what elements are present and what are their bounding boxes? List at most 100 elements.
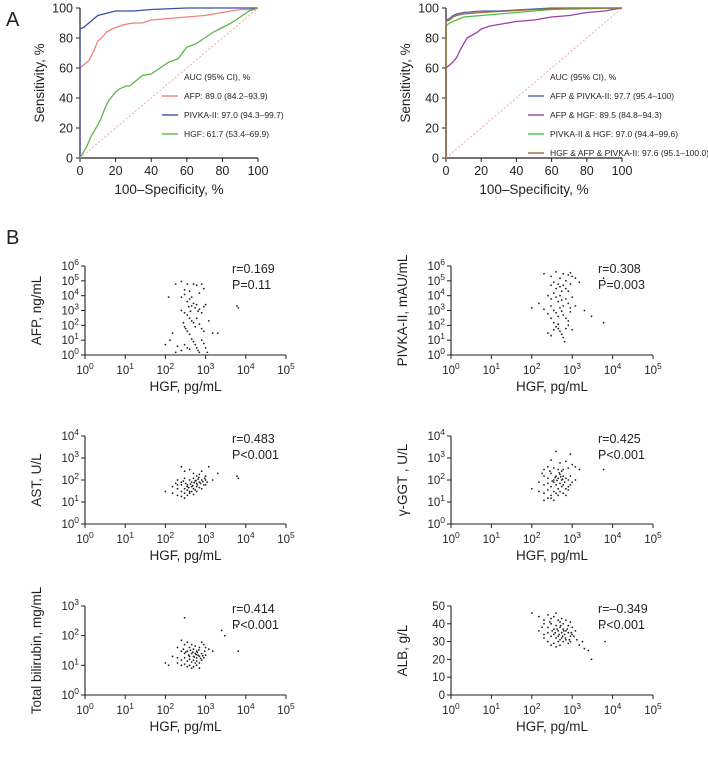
data-point — [565, 317, 567, 320]
data-point — [188, 479, 191, 481]
data-point — [602, 277, 605, 280]
data-point — [184, 327, 187, 330]
data-point — [198, 486, 201, 489]
data-point — [180, 490, 183, 493]
data-point — [565, 487, 567, 490]
data-point — [552, 309, 555, 312]
x-axis-label: HGF, pg/mL — [149, 719, 222, 734]
data-point — [171, 492, 174, 495]
data-point — [555, 484, 557, 486]
y-axis-label: γ-GGT , U/L — [395, 443, 410, 516]
data-point — [186, 665, 189, 668]
data-point — [574, 630, 577, 632]
data-point — [547, 631, 549, 634]
data-point — [569, 621, 572, 623]
x-tick-label: 80 — [215, 164, 229, 178]
data-point — [567, 302, 570, 305]
data-point — [200, 339, 203, 342]
data-point — [237, 477, 240, 480]
x-tick-label: 101 — [483, 361, 501, 377]
data-point — [182, 480, 185, 482]
x-tick-label: 104 — [237, 361, 255, 377]
data-point — [552, 321, 555, 324]
data-point — [199, 482, 202, 485]
data-point — [223, 634, 226, 637]
data-point — [562, 640, 565, 643]
data-point — [565, 638, 567, 641]
data-point — [188, 317, 191, 320]
data-point — [565, 327, 567, 330]
data-point — [207, 648, 210, 651]
data-point — [570, 631, 573, 634]
y-tick-label: 104 — [61, 287, 79, 303]
data-point — [206, 351, 209, 354]
data-point — [567, 624, 570, 627]
data-point — [186, 494, 189, 497]
data-point — [194, 325, 197, 328]
data-point — [552, 481, 555, 483]
y-tick-label: 106 — [427, 257, 445, 273]
data-point — [557, 477, 560, 480]
data-point — [174, 283, 177, 285]
data-point — [557, 635, 560, 638]
data-point — [201, 654, 204, 657]
y-tick-label: 100 — [61, 515, 79, 531]
x-tick-label: 100 — [76, 701, 94, 717]
data-point — [569, 307, 572, 309]
y-tick-label: 60 — [59, 62, 73, 76]
data-point — [560, 310, 563, 313]
data-point — [189, 310, 192, 313]
data-point — [562, 630, 565, 632]
data-point — [198, 646, 201, 649]
panel-label-b: B — [6, 227, 19, 249]
x-tick-label: 100 — [76, 361, 94, 377]
data-point — [171, 332, 174, 334]
data-point — [189, 649, 192, 652]
data-point — [164, 343, 167, 346]
y-tick-label: 20 — [432, 654, 445, 666]
scatter-chart-1: 100 101 102 103 104 105100101102103104105106H… — [29, 257, 295, 394]
data-point — [552, 490, 555, 493]
data-point — [180, 484, 183, 486]
data-point — [559, 482, 561, 485]
data-point — [190, 667, 193, 670]
y-tick-label: 105 — [427, 272, 445, 288]
data-point — [574, 305, 577, 307]
y-tick-label: 102 — [61, 471, 79, 487]
correlation-p: P<0.001 — [232, 618, 279, 632]
y-tick-label: 50 — [432, 601, 445, 613]
data-point — [186, 484, 189, 486]
data-point — [190, 661, 193, 663]
x-tick-label: 100 — [442, 701, 460, 717]
data-point — [557, 640, 560, 643]
y-tick-label: 104 — [427, 427, 445, 443]
legend-entry: HGF & AFP & PIVKA-II: 97.6 (95.1–100.0) — [550, 148, 708, 158]
data-point — [565, 298, 567, 300]
data-point — [188, 658, 191, 661]
data-point — [180, 465, 183, 468]
data-point — [188, 290, 191, 293]
x-tick-label: 101 — [483, 530, 501, 546]
x-tick-label: 103 — [197, 530, 215, 546]
data-point — [192, 283, 195, 285]
data-point — [569, 484, 572, 486]
data-point — [543, 492, 545, 495]
data-point — [211, 479, 214, 481]
data-point — [557, 315, 560, 318]
data-point — [200, 659, 203, 661]
data-point — [190, 338, 193, 340]
data-point — [552, 633, 555, 636]
data-point — [574, 465, 577, 468]
x-tick-label: 102 — [157, 361, 175, 377]
correlation-r: r=0.169 — [232, 262, 275, 276]
data-point — [192, 659, 195, 661]
data-point — [550, 459, 552, 461]
data-point — [202, 484, 205, 486]
data-point — [176, 487, 179, 490]
data-point — [562, 622, 565, 625]
data-point — [188, 468, 191, 471]
data-point — [176, 662, 179, 664]
scatter-chart-5: 100 101 102 103 104 105 100 101 102 103 HGF, pg/mL… — [29, 586, 295, 734]
data-point — [581, 640, 584, 643]
x-axis-label: 100–Specificity, % — [114, 182, 223, 197]
